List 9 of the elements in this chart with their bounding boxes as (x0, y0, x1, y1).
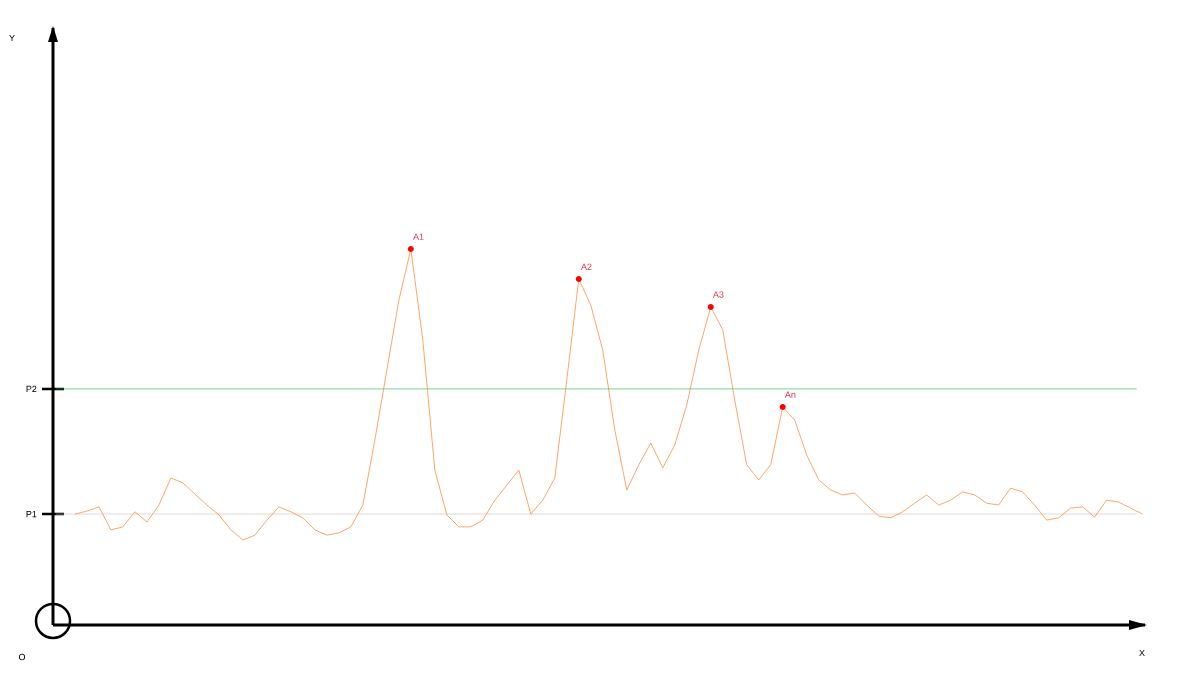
text: O (18, 653, 26, 661)
ref-line-label: P1 (26, 510, 37, 518)
annotation: A2 (581, 263, 592, 270)
annotation: A1 (413, 233, 424, 240)
text: Y (9, 34, 15, 42)
ref-line-label: P2 (26, 385, 37, 393)
annotation: An (784, 391, 796, 398)
annotation: A3 (712, 291, 724, 298)
text: X (1139, 649, 1145, 657)
